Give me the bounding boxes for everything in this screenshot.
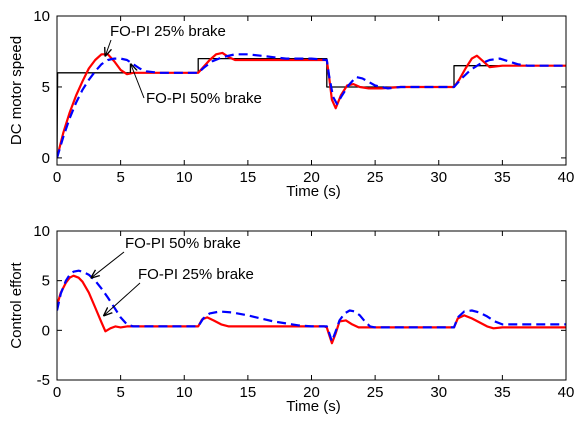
x-tick-label: 20 <box>303 169 320 186</box>
y-tick-label: 5 <box>42 79 50 96</box>
x-tick-label: 25 <box>367 384 384 401</box>
annotation-arrow <box>131 64 145 99</box>
x-tick-label: 10 <box>176 169 193 186</box>
x-tick-label: 5 <box>116 384 124 401</box>
y-tick-label: -5 <box>37 372 50 389</box>
speed-chart-panel: 0 5 10 15 20 25 30 35 40 0 5 10 Time (s) DC motor spe… <box>8 8 574 200</box>
y-tick-label: 10 <box>33 8 50 25</box>
y-tick-label: 10 <box>33 223 50 240</box>
annotation-label: FO-PI 50% brake <box>125 235 241 252</box>
y-tick-label: 5 <box>42 273 50 290</box>
x-tick-label: 5 <box>116 169 124 186</box>
x-tick-label: 35 <box>494 384 511 401</box>
x-tick-label: 15 <box>240 384 257 401</box>
axes-frame <box>56 230 567 381</box>
annotation-label: FO-PI 25% brake <box>110 23 226 40</box>
y-axis-label: DC motor speed <box>8 36 25 145</box>
y-tick-label: 0 <box>42 322 50 339</box>
fo-pi-50-brake-line <box>57 269 566 343</box>
annotation-arrow <box>105 39 111 56</box>
x-tick-label: 30 <box>430 384 447 401</box>
reference-line <box>57 57 566 158</box>
y-axis-label: Control effort <box>8 261 25 348</box>
annotation-label: FO-PI 50% brake <box>146 90 262 107</box>
x-tick-label: 40 <box>558 384 575 401</box>
annotation-arrow <box>91 251 125 278</box>
x-tick-label: 35 <box>494 169 511 186</box>
annotation-arrow <box>104 282 141 315</box>
fo-pi-50-brake-line <box>57 53 566 159</box>
x-tick-label: 30 <box>430 169 447 186</box>
x-tick-label: 15 <box>240 169 257 186</box>
x-tick-label: 25 <box>367 169 384 186</box>
fo-pi-25-brake-line <box>57 274 566 345</box>
x-axis-label: Time (s) <box>286 398 340 415</box>
annotation-label: FO-PI 25% brake <box>138 266 254 283</box>
x-tick-label: 20 <box>303 384 320 401</box>
plot-area <box>57 269 566 345</box>
fo-pi-25-brake-line <box>57 51 566 159</box>
y-tick-label: 0 <box>42 150 50 167</box>
x-axis-label: Time (s) <box>286 183 340 200</box>
plot-area <box>57 51 566 159</box>
x-tick-label: 10 <box>176 384 193 401</box>
x-tick-label: 40 <box>558 169 575 186</box>
x-tick-label: 0 <box>53 384 61 401</box>
x-tick-label: 0 <box>53 169 61 186</box>
